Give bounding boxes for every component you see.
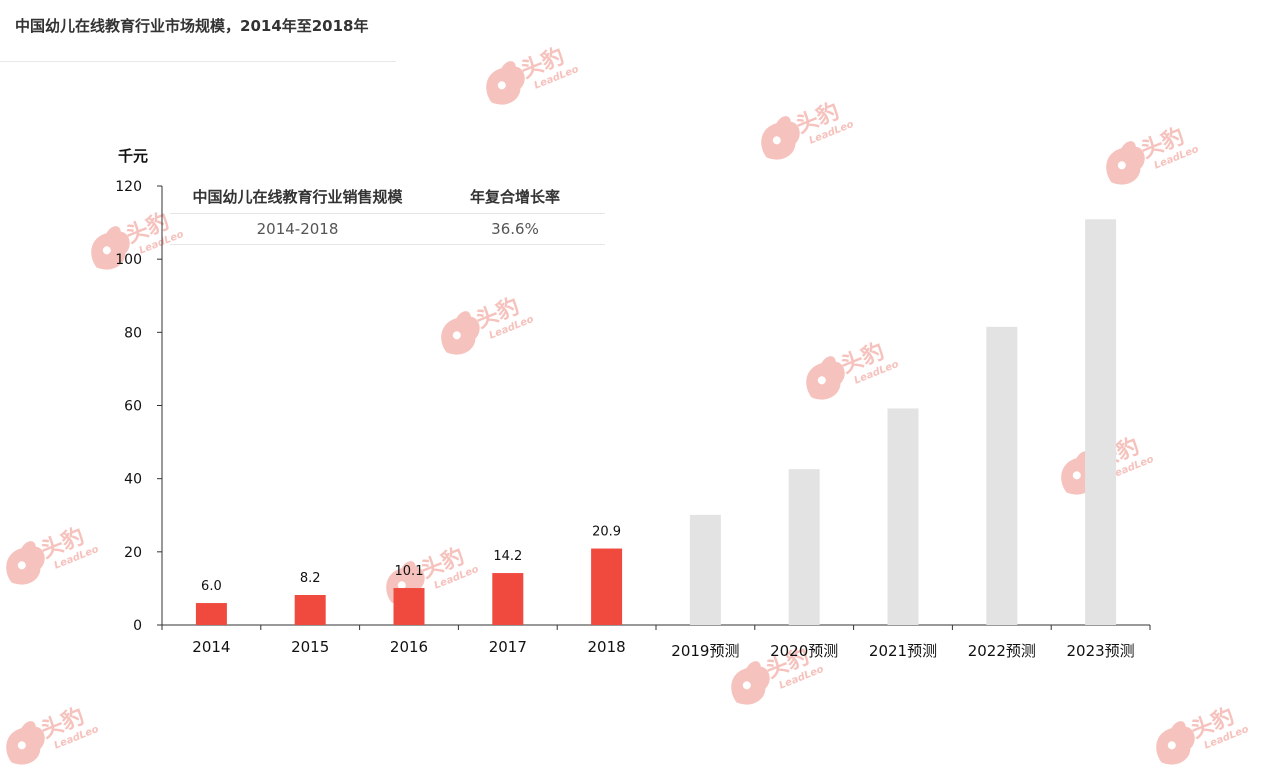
bar-2023预测: [1085, 219, 1117, 625]
title-divider: [0, 61, 396, 62]
bar-2017: [492, 573, 524, 625]
bar-2019预测: [689, 514, 721, 625]
y-tick-label: 60: [124, 399, 142, 415]
bar-2020预测: [788, 469, 820, 625]
bar-2015: [294, 595, 326, 625]
data-label: 14.2: [493, 549, 522, 564]
cagr-row: 2014-2018 36.6%: [170, 213, 605, 245]
x-tick-label: 2021预测: [869, 642, 937, 660]
x-tick-label: 2016: [390, 638, 428, 656]
y-tick-label: 120: [115, 179, 142, 195]
bar-2016: [393, 588, 425, 625]
bar-2018: [591, 548, 623, 625]
bar-2014: [195, 603, 227, 625]
y-axis-unit-label: 千元: [118, 147, 149, 165]
data-label: 10.1: [395, 564, 424, 579]
data-label: 6.0: [201, 579, 222, 594]
bar-2022预测: [986, 326, 1018, 625]
cagr-rate: 36.6%: [425, 213, 605, 245]
y-tick-label: 40: [124, 472, 142, 488]
cagr-header-rate: 年复合增长率: [425, 180, 605, 214]
x-tick-label: 2022预测: [968, 642, 1036, 660]
y-tick-label: 20: [124, 545, 142, 561]
cagr-table: 中国幼儿在线教育行业销售规模 年复合增长率 2014-2018 36.6%: [170, 180, 605, 245]
svg-text:LeadLeo: LeadLeo: [53, 724, 101, 752]
x-tick-label: 2014: [192, 638, 230, 656]
x-tick-label: 2023预测: [1067, 642, 1135, 660]
y-tick-label: 100: [115, 252, 142, 268]
y-tick-label: 80: [124, 325, 142, 341]
x-tick-label: 2015: [291, 638, 329, 656]
svg-text:LeadLeo: LeadLeo: [1203, 724, 1251, 752]
x-tick-label: 2020预测: [770, 642, 838, 660]
x-tick-label: 2017: [489, 638, 527, 656]
bar-2021预测: [887, 408, 919, 625]
x-tick-label: 2019预测: [671, 642, 739, 660]
page-title: 中国幼儿在线教育行业市场规模，2014年至2018年: [15, 17, 369, 35]
cagr-period: 2014-2018: [170, 213, 425, 245]
x-tick-label: 2018: [588, 638, 626, 656]
y-tick-label: 0: [133, 618, 142, 634]
bar-chart: 0 20 40 60 80 100 120 6.0 2014 8.2 2015 10.1 2016 14.…: [115, 179, 1151, 660]
cagr-header-scale: 中国幼儿在线教育行业销售规模: [170, 180, 425, 214]
data-label: 8.2: [300, 571, 321, 586]
data-label: 20.9: [592, 525, 621, 540]
